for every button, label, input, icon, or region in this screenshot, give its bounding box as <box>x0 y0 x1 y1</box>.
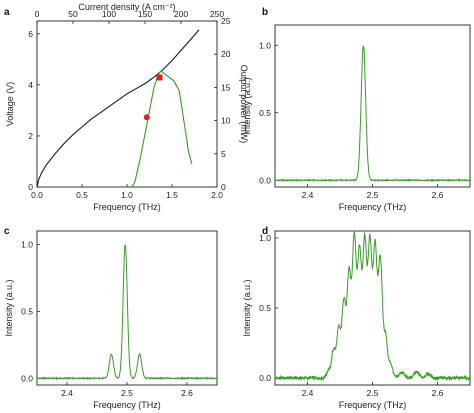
y-tick-label-d: 0.0 <box>259 373 271 383</box>
x-tick-label-b: 2.5 <box>367 190 379 200</box>
y2-tick-label-a: 10 <box>221 116 231 126</box>
top-x-axis-label-a: Current density (A cm⁻²) <box>78 2 175 12</box>
y-tick-label-b: 0.5 <box>259 108 271 118</box>
x-tick-label-a: 0.0 <box>31 190 43 200</box>
x-axis-label-c: Frequency (THz) <box>93 400 161 410</box>
y2-tick-label-a: 15 <box>221 82 231 92</box>
x-tick-label-d: 2.4 <box>302 388 314 398</box>
y-tick-label-d: 0.5 <box>259 303 271 313</box>
x-tick-label-a: 1.5 <box>166 190 178 200</box>
y2-tick-label-a: 5 <box>221 149 226 159</box>
plot-frame-c <box>36 230 218 386</box>
x-axis-label-a: Frequency (THz) <box>93 202 161 212</box>
x-tick-label-a: 0.5 <box>76 190 88 200</box>
top-x-tick-label-a: 200 <box>174 9 188 19</box>
y-tick-label-a: 4 <box>28 80 33 90</box>
spectrum-curve-d <box>275 231 470 382</box>
x-tick-label-d: 2.6 <box>432 388 444 398</box>
panel-letter-b: b <box>262 7 268 18</box>
x-tick-label-a: 2.0 <box>211 190 223 200</box>
panel-letter-a: a <box>4 7 10 18</box>
operating-point-marker-circle <box>143 114 150 121</box>
x-tick-label-b: 2.6 <box>432 190 444 200</box>
plot-frame-b <box>274 24 471 188</box>
y-axis-label-b: Intensity (a.u.) <box>242 77 252 134</box>
y-tick-label-b: 1.0 <box>259 40 271 50</box>
top-x-tick-label-a: 150 <box>138 9 152 19</box>
plot-frame-a <box>36 20 218 188</box>
voltage-curve <box>36 29 200 188</box>
top-x-tick-label-a: 250 <box>210 9 224 19</box>
x-tick-label-c: 2.5 <box>121 388 133 398</box>
y-tick-label-c: 0.0 <box>21 373 33 383</box>
y-tick-label-b: 0.0 <box>259 175 271 185</box>
spectrum-curve-c <box>37 244 217 381</box>
panel-letter-d: d <box>262 226 268 237</box>
x-tick-label-c: 2.6 <box>181 388 193 398</box>
operating-point-marker-square <box>156 74 163 81</box>
y2-axis-label-a: Output power (mW) <box>239 65 249 144</box>
top-x-tick-label-a: 100 <box>102 9 116 19</box>
y-axis-label-c: Intensity (a.u.) <box>4 279 14 336</box>
plot-frame-d <box>274 230 471 386</box>
y-tick-label-c: 0.5 <box>21 306 33 316</box>
y-axis-label-a: Voltage (V) <box>5 82 15 127</box>
x-tick-label-c: 2.4 <box>61 388 73 398</box>
y-tick-label-c: 1.0 <box>21 239 33 249</box>
top-x-tick-label-a: 0 <box>35 9 40 19</box>
y-tick-label-d: 1.0 <box>259 233 271 243</box>
output-power-curve <box>131 70 193 188</box>
x-tick-label-a: 1.0 <box>121 190 133 200</box>
x-tick-label-b: 2.4 <box>302 190 314 200</box>
top-x-tick-label-a: 50 <box>68 9 78 19</box>
x-axis-label-d: Frequency (THz) <box>339 400 407 410</box>
y-axis-label-d: Intensity (a.u.) <box>242 279 252 336</box>
spectrum-curve-b <box>275 45 470 183</box>
x-axis-label-b: Frequency (THz) <box>339 202 407 212</box>
y2-tick-label-a: 25 <box>221 16 231 26</box>
panel-letter-c: c <box>4 226 10 237</box>
y-tick-label-a: 6 <box>28 29 33 39</box>
y-tick-label-a: 0 <box>28 182 33 192</box>
x-tick-label-d: 2.5 <box>367 388 379 398</box>
y2-tick-label-a: 20 <box>221 49 231 59</box>
y2-tick-label-a: 0 <box>221 182 226 192</box>
y-tick-label-a: 2 <box>28 131 33 141</box>
